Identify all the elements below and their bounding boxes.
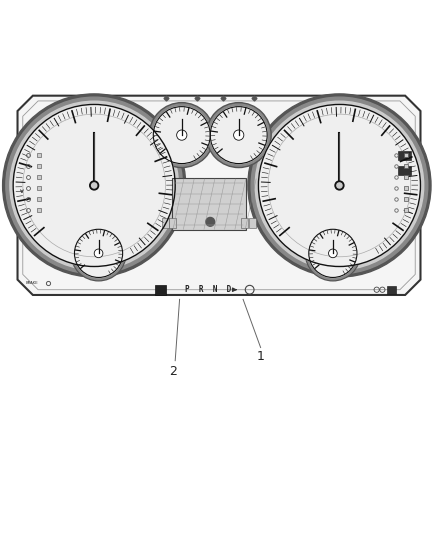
Circle shape: [307, 227, 359, 280]
Circle shape: [206, 103, 271, 167]
FancyBboxPatch shape: [169, 218, 176, 228]
FancyBboxPatch shape: [172, 178, 246, 230]
Circle shape: [210, 107, 267, 164]
Circle shape: [153, 107, 210, 164]
FancyBboxPatch shape: [387, 286, 396, 294]
Circle shape: [248, 94, 431, 277]
Circle shape: [151, 104, 213, 166]
Circle shape: [208, 104, 270, 166]
Circle shape: [90, 181, 99, 190]
Circle shape: [337, 183, 342, 188]
Circle shape: [74, 229, 123, 278]
Text: BRAKE: BRAKE: [25, 281, 39, 285]
Circle shape: [255, 101, 424, 270]
FancyBboxPatch shape: [249, 218, 256, 228]
Circle shape: [149, 103, 214, 167]
Circle shape: [206, 217, 215, 226]
Text: 1: 1: [257, 350, 265, 363]
Circle shape: [177, 130, 187, 140]
Circle shape: [3, 94, 186, 277]
Circle shape: [233, 130, 244, 140]
Circle shape: [335, 181, 344, 190]
Circle shape: [251, 97, 428, 274]
Circle shape: [71, 226, 126, 281]
Circle shape: [94, 249, 103, 257]
Circle shape: [10, 101, 178, 270]
Circle shape: [258, 104, 420, 266]
FancyBboxPatch shape: [155, 285, 166, 295]
FancyBboxPatch shape: [398, 166, 411, 175]
FancyBboxPatch shape: [241, 218, 248, 228]
Circle shape: [309, 229, 357, 278]
Circle shape: [92, 183, 97, 188]
Circle shape: [6, 97, 183, 274]
Circle shape: [328, 249, 337, 257]
Polygon shape: [18, 96, 420, 295]
FancyBboxPatch shape: [162, 218, 169, 228]
Circle shape: [72, 227, 125, 280]
Circle shape: [305, 226, 360, 281]
Text: P  R  N  D: P R N D: [185, 285, 231, 294]
FancyBboxPatch shape: [398, 151, 411, 159]
Text: 2: 2: [169, 365, 177, 378]
Circle shape: [13, 104, 175, 266]
